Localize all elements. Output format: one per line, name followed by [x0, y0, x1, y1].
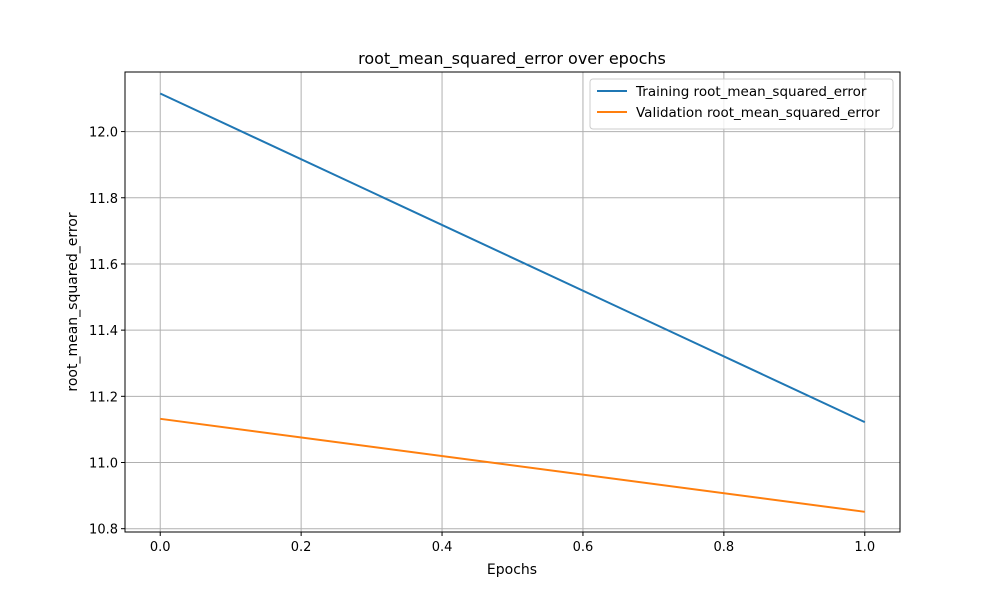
legend-label-validation: Validation root_mean_squared_error [636, 105, 880, 121]
training-series-line [159, 92, 866, 424]
y-tick-label: 10.8 [89, 523, 118, 538]
y-tick-label: 11.8 [89, 192, 118, 207]
plot-frame [124, 71, 901, 533]
chart-title: root_mean_squared_error over epochs [358, 49, 666, 69]
grid [125, 72, 900, 532]
legend: Training root_mean_squared_error Validat… [589, 78, 894, 130]
axis-ticks: 0.0 0.2 0.4 0.6 0.8 1.0 10.8 11.0 11.2 11.4 11.6 11… [89, 126, 875, 555]
validation-series-line [160, 417, 865, 513]
y-tick-label: 11.2 [89, 390, 118, 405]
x-tick-label: 0.6 [573, 540, 594, 555]
x-tick-label: 0.2 [291, 540, 312, 555]
y-tick-label: 11.0 [89, 457, 118, 472]
x-tick-label: 0.4 [432, 540, 453, 555]
series-lines [159, 92, 866, 513]
y-tick-label: 11.6 [89, 258, 118, 273]
x-axis-label: Epochs [487, 562, 537, 578]
y-tick-label: 11.4 [89, 324, 118, 339]
y-axis-label: root_mean_squared_error [65, 212, 81, 391]
x-tick-label: 0.0 [150, 540, 171, 555]
legend-label-training: Training root_mean_squared_error [635, 84, 867, 100]
x-tick-label: 0.8 [714, 540, 735, 555]
y-tick-label: 12.0 [89, 126, 118, 141]
x-tick-label: 1.0 [854, 540, 875, 555]
legend-box [589, 78, 894, 130]
